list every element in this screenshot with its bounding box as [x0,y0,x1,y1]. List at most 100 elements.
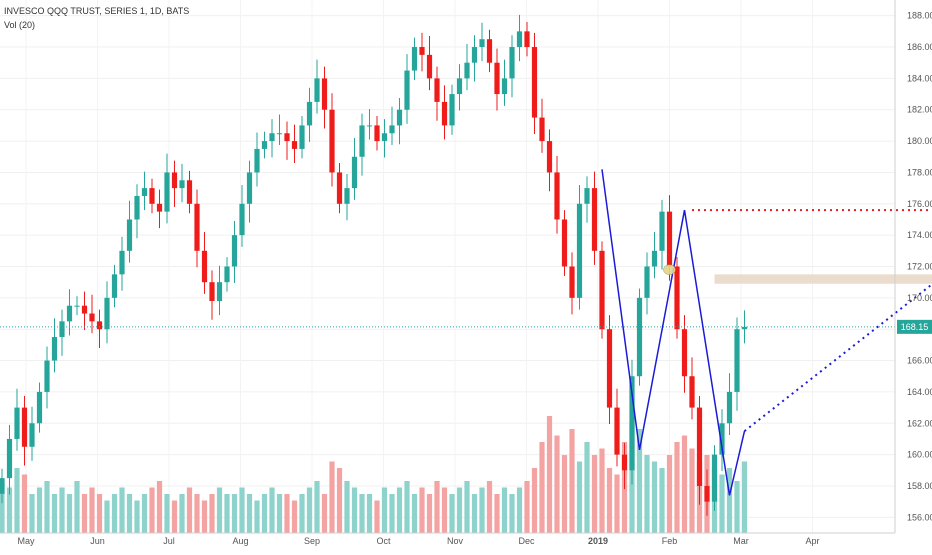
candle-body [412,47,417,71]
candle-body [314,78,319,102]
x-tick-label: Jun [90,536,105,546]
volume-bar [67,494,72,533]
candle-body [254,149,259,173]
volume-bar [727,468,732,533]
volume-bar [322,494,327,533]
candle-body [44,361,49,392]
candle-body [487,39,492,63]
candle-body [644,267,649,298]
candle-body [697,408,702,486]
candle-body [29,423,34,447]
pattern-marker [664,265,676,275]
candle-body [389,125,394,133]
candle-body [577,204,582,298]
volume-bar [344,481,349,533]
candle-body [89,314,94,322]
candle-body [517,31,522,47]
volume-bar [187,488,192,534]
y-tick-label: 186.00 [907,42,932,52]
y-tick-label: 164.00 [907,387,932,397]
candle-body [329,110,334,173]
volume-bar [37,488,42,534]
candle-body [397,110,402,126]
candle-body [509,47,514,78]
candle-body [299,125,304,149]
candle-body [689,376,694,407]
volume-bar [397,488,402,534]
y-tick-label: 160.00 [907,450,932,460]
volume-bar [434,481,439,533]
candle-body [352,157,357,188]
candle-body [337,172,342,203]
y-tick-label: 182.00 [907,105,932,115]
volume-bar [209,494,214,533]
volume-bar [577,462,582,534]
candle-body [622,455,627,471]
volume-bar [164,494,169,533]
volume-bar [427,494,432,533]
candle-body [232,235,237,266]
volume-bar [682,436,687,534]
chart-legend: INVESCO QQQ TRUST, SERIES 1, 1D, BATS Vo… [4,4,189,32]
candle-body [74,306,79,307]
candle-body [584,188,589,204]
volume-bar [389,494,394,533]
candle-body [464,63,469,79]
volume-bar [614,475,619,534]
candle-body [209,282,214,301]
candle-body [179,180,184,188]
support-zone[interactable] [715,274,932,283]
candle-body [727,392,732,423]
candle-body [479,39,484,47]
volume-bar [217,488,222,534]
candle-body [367,125,372,126]
volume-bar [119,488,124,534]
y-tick-label: 162.00 [907,418,932,428]
candle-body [262,141,267,149]
volume-bar [562,455,567,533]
x-tick-label: Apr [805,536,819,546]
volume-bar [194,494,199,533]
candle-body [562,219,567,266]
candle-body [457,78,462,94]
candle-body [127,219,132,250]
volume-bar [179,494,184,533]
candle-body [247,172,252,203]
volume-bar [457,488,462,534]
volume-bar [149,488,154,534]
candle-body [472,47,477,63]
candle-body [149,188,154,204]
volume-bar [299,494,304,533]
volume-bar [659,468,664,533]
y-tick-label: 180.00 [907,136,932,146]
volume-bar [494,494,499,533]
candle-body [674,267,679,330]
candle-body [7,439,12,478]
candle-body [292,141,297,149]
volume-bar [382,488,387,534]
candle-body [0,478,5,494]
volume-bar [74,481,79,533]
candle-body [67,306,72,322]
x-tick-label: Oct [376,536,391,546]
volume-bar [97,494,102,533]
candle-body [269,133,274,141]
volume-bar [134,501,139,534]
volume-bar [472,494,477,533]
candle-body [307,102,312,126]
volume-bar [352,488,357,534]
volume-bar [547,416,552,533]
candle-body [157,204,162,212]
volume-bar [569,429,574,533]
y-tick-label: 166.00 [907,356,932,366]
volume-bar [44,481,49,533]
volume-bar [239,488,244,534]
candle-body [82,306,87,314]
candle-body [14,408,19,439]
symbol-title: INVESCO QQQ TRUST, SERIES 1, 1D, BATS [4,4,189,18]
candle-body [194,204,199,251]
candle-body [449,94,454,125]
volume-bar [14,468,19,533]
